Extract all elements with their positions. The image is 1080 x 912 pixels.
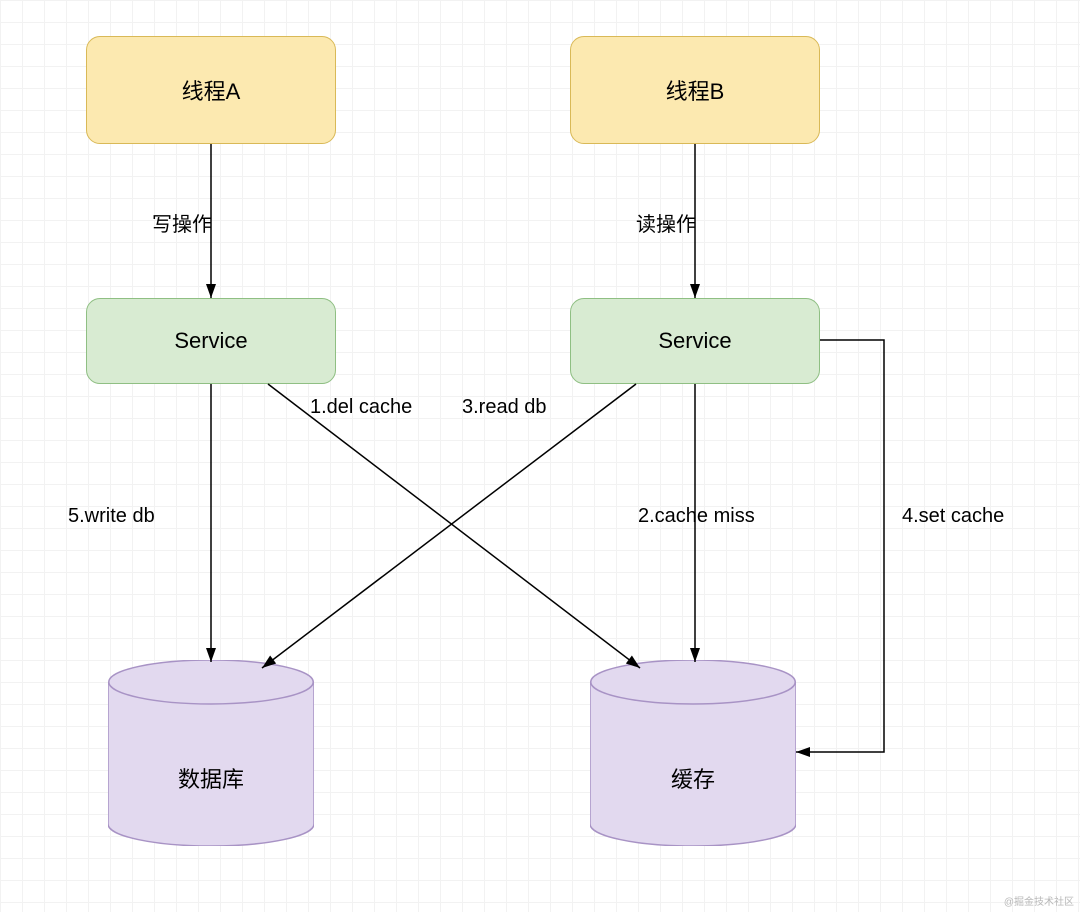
edge-label-set-cache: 4.set cache: [902, 505, 1004, 528]
edge-label-read-db: 3.read db: [462, 396, 547, 419]
watermark: @掘金技术社区: [1004, 893, 1074, 908]
arrows-layer: [0, 0, 1080, 912]
edge-label-write-op: 写操作: [152, 208, 212, 237]
edge-label-write-db: 5.write db: [68, 505, 155, 528]
edge-label-read-op: 读操作: [636, 208, 696, 237]
edge-label-del-cache: 1.del cache: [310, 396, 412, 419]
edge-label-cache-miss: 2.cache miss: [638, 505, 755, 528]
